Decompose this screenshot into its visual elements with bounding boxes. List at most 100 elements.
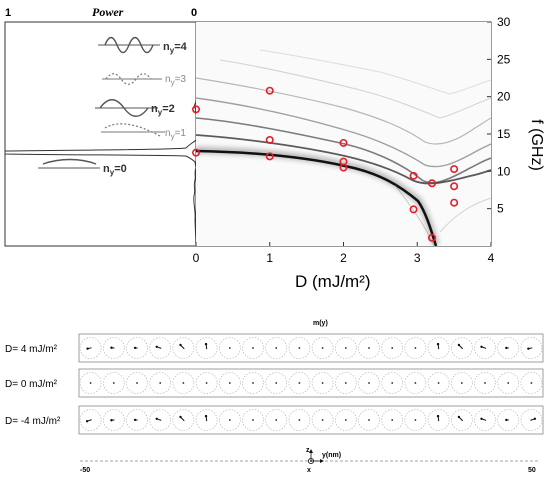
spin-dot [205, 382, 208, 384]
spin-arrow-head [527, 347, 530, 350]
spin-cell [265, 337, 288, 359]
spin-cell [427, 337, 450, 359]
spin-cell [474, 372, 496, 394]
axis-left-label: -50 [80, 467, 90, 474]
spin-cell [497, 337, 520, 359]
mode-marker [409, 171, 418, 180]
spectrum-bands [196, 22, 491, 246]
x-tick-label: 2 [340, 251, 347, 265]
spin-arrow-head [204, 342, 208, 346]
spin-dot [298, 382, 301, 384]
spin-cell [126, 337, 148, 359]
spin-arrow-head [505, 346, 508, 350]
spin-cell [79, 409, 102, 431]
spin-cell [126, 372, 148, 394]
spin-dot [414, 347, 417, 349]
y-tick-label: 5 [497, 202, 504, 216]
spin-cell [79, 337, 102, 359]
mode-sketch-2 [95, 99, 158, 117]
spin-cell [288, 409, 311, 431]
spin-cell [358, 409, 380, 431]
spin-cell [311, 409, 334, 431]
coordinate-triad: z x y(nm) [306, 447, 341, 474]
spin-arrow-head [533, 417, 537, 420]
spin-cell [242, 409, 264, 431]
mode-marker [409, 205, 418, 214]
spin-cell [450, 372, 473, 394]
axis-z-label: z [306, 447, 310, 454]
spin-cell [126, 409, 148, 431]
spin-cell [520, 337, 543, 359]
x-tick-label: 1 [266, 251, 273, 265]
y-tick-label: 30 [497, 15, 511, 29]
spin-cell [427, 372, 450, 394]
spin-cell [79, 372, 102, 394]
spin-dot [391, 382, 394, 384]
spin-cell [265, 409, 288, 431]
spin-cell [520, 409, 543, 431]
mode-label-4: ny=4 [163, 41, 188, 55]
row-label: D= -4 mJ/m² [5, 416, 61, 427]
spin-dot [228, 419, 231, 421]
x-out-of-plane-icon [307, 457, 314, 464]
spin-cell [172, 372, 195, 394]
spin-dot [414, 419, 417, 421]
spin-dot [252, 347, 254, 349]
spin-dot [298, 419, 301, 421]
spin-dot [182, 382, 185, 384]
mode-label-2: ny=2 [151, 103, 175, 117]
spin-cell [381, 337, 404, 359]
axis-x-label: x [307, 467, 311, 474]
axis-right-label: 50 [528, 467, 536, 474]
spin-dot [368, 347, 370, 349]
spin-cell [334, 337, 357, 359]
spin-cell [404, 337, 427, 359]
spin-dot [89, 382, 92, 384]
spin-cell [358, 337, 380, 359]
mode-marker [192, 105, 201, 114]
row-strip [78, 333, 544, 363]
spin-dot [159, 382, 162, 384]
mode-marker [265, 86, 274, 95]
spin-dot [530, 382, 533, 384]
spin-cell [149, 337, 171, 359]
spin-cell [265, 372, 288, 394]
spin-cell [404, 409, 427, 431]
spin-cell [474, 337, 496, 359]
spin-cell [358, 372, 380, 394]
spin-arrow-head [436, 414, 440, 418]
mode-sketch-1 [101, 123, 165, 137]
spin-cell [311, 372, 334, 394]
spin-dot [391, 419, 394, 421]
spin-dot [344, 347, 347, 349]
spin-arrow-head [436, 342, 440, 346]
mode-marker [427, 179, 436, 188]
spin-arrow-head [179, 343, 182, 347]
mode-sketch-0 [38, 158, 100, 169]
spin-cell [195, 372, 218, 394]
mode-marker [339, 138, 348, 147]
spin-cell [427, 409, 450, 431]
axis-y-label: y(nm) [322, 452, 341, 459]
spin-dot [321, 382, 324, 384]
spin-arrow-head [85, 420, 89, 423]
spin-cell [404, 372, 427, 394]
y-tick-label: 20 [497, 90, 511, 104]
spin-cell [195, 409, 218, 431]
spin-arrow-head [480, 345, 483, 348]
spin-cell [450, 409, 473, 431]
spin-dot [437, 382, 440, 384]
spin-arrow-head [155, 345, 158, 348]
mode-label-0: ny=0 [103, 163, 127, 177]
mode-marker [450, 182, 459, 191]
spin-cell [311, 337, 334, 359]
spin-cell [103, 409, 125, 431]
mode-sketch-3 [102, 73, 162, 85]
power-left-tick: 1 [5, 7, 11, 19]
spectrum-y-ticks: 5 10 15 20 25 30 [487, 15, 511, 216]
spin-cell [172, 409, 195, 431]
spin-arrow-head [86, 347, 89, 350]
spin-dot [136, 382, 138, 384]
mode-label-1: ny=1 [165, 128, 186, 141]
